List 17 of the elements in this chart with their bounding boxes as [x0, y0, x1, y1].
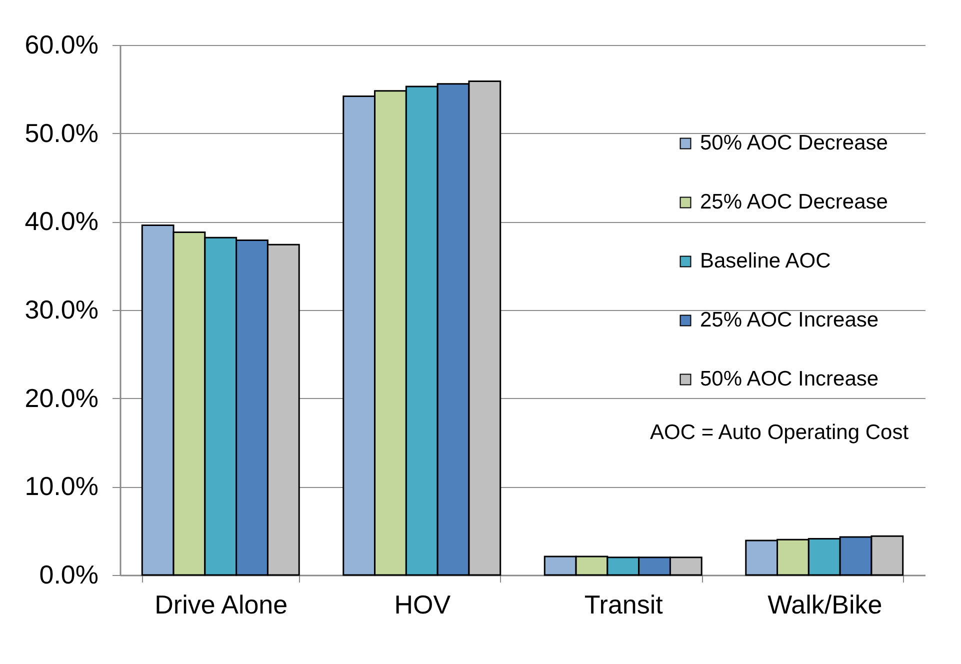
y-tick-label: 10.0% — [24, 471, 98, 502]
x-tick-label: Walk/Bike — [768, 590, 882, 620]
y-tick-label: 60.0% — [24, 30, 98, 60]
legend-label: Baseline AOC — [700, 250, 831, 272]
y-tick-label: 0.0% — [39, 560, 98, 590]
x-tick-label: Drive Alone — [154, 590, 288, 620]
x-tick-label: Transit — [584, 590, 664, 620]
legend-label: 25% AOC Increase — [700, 308, 879, 332]
y-tick-label: 40.0% — [24, 206, 98, 236]
legend-label: 25% AOC Decrease — [700, 190, 888, 214]
legend-label: 50% AOC Increase — [700, 368, 879, 390]
x-tick-label: HOV — [394, 590, 452, 620]
legend-label: 50% AOC Decrease — [700, 132, 888, 154]
y-tick-label: 20.0% — [24, 382, 98, 413]
annotation: AOC = Auto Operating Cost — [650, 421, 909, 444]
y-tick-label: 30.0% — [24, 294, 98, 324]
y-tick-label: 50.0% — [24, 118, 98, 148]
